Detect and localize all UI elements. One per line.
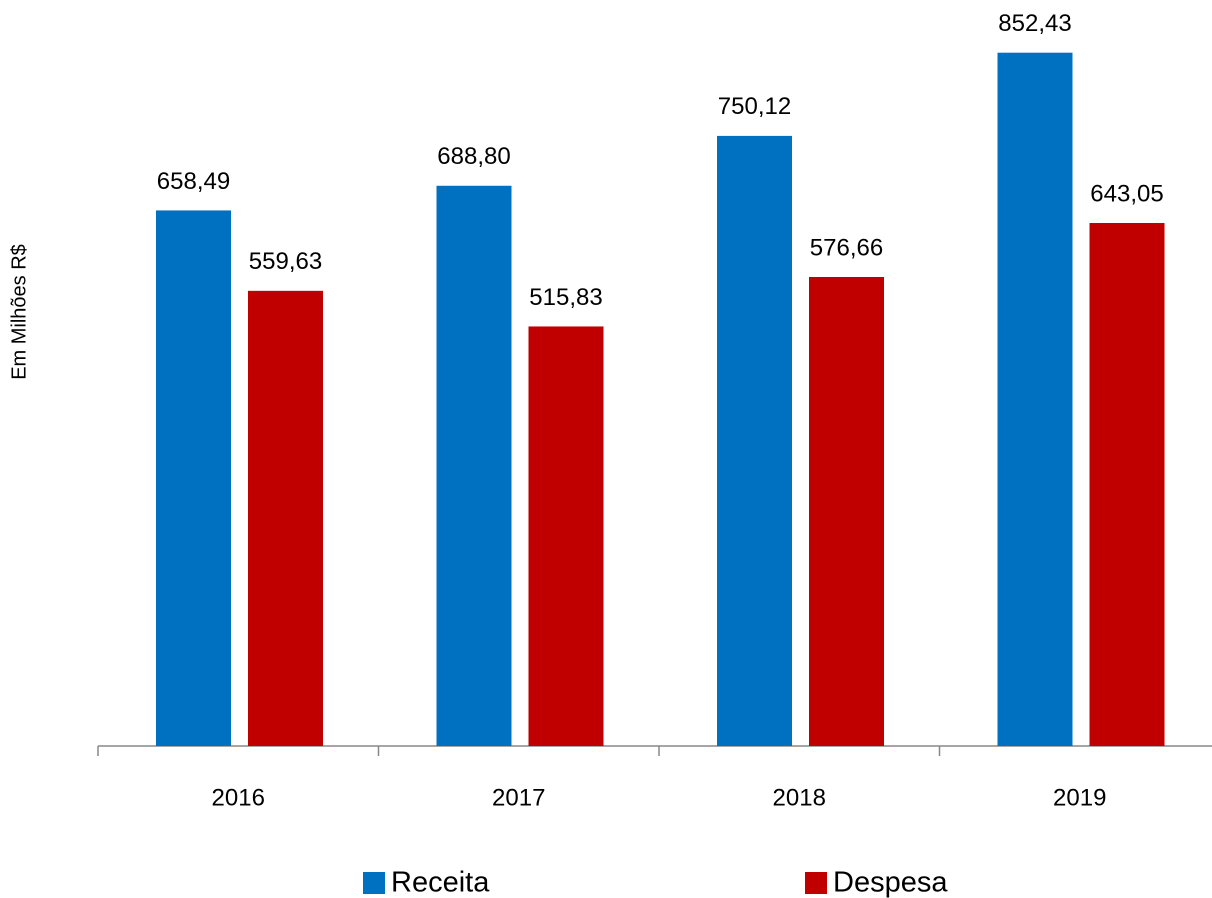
data-label: 750,12 xyxy=(718,93,791,120)
data-label: 643,05 xyxy=(1090,180,1163,207)
data-label: 515,83 xyxy=(529,284,602,311)
bar xyxy=(248,290,323,746)
x-tick-label: 2016 xyxy=(212,784,265,811)
data-label: 559,63 xyxy=(249,248,322,275)
data-label: 852,43 xyxy=(998,10,1071,37)
y-axis-label: Em Milhões R$ xyxy=(8,244,30,380)
data-label: 688,80 xyxy=(437,143,510,170)
bar xyxy=(717,135,792,746)
data-label: 658,49 xyxy=(157,168,230,195)
bar xyxy=(809,276,884,746)
x-tick-label: 2019 xyxy=(1053,784,1106,811)
bar xyxy=(1089,222,1165,747)
legend-swatch xyxy=(363,872,385,894)
bar xyxy=(156,210,231,747)
x-tick-label: 2018 xyxy=(773,784,826,811)
bar xyxy=(528,326,604,746)
legend-label: Receita xyxy=(391,867,490,898)
x-tick-label: 2017 xyxy=(492,784,545,811)
data-label: 576,66 xyxy=(810,234,883,261)
bar xyxy=(436,185,512,746)
legend-swatch xyxy=(805,872,827,894)
bar xyxy=(997,52,1073,747)
legend-label: Despesa xyxy=(833,867,948,898)
